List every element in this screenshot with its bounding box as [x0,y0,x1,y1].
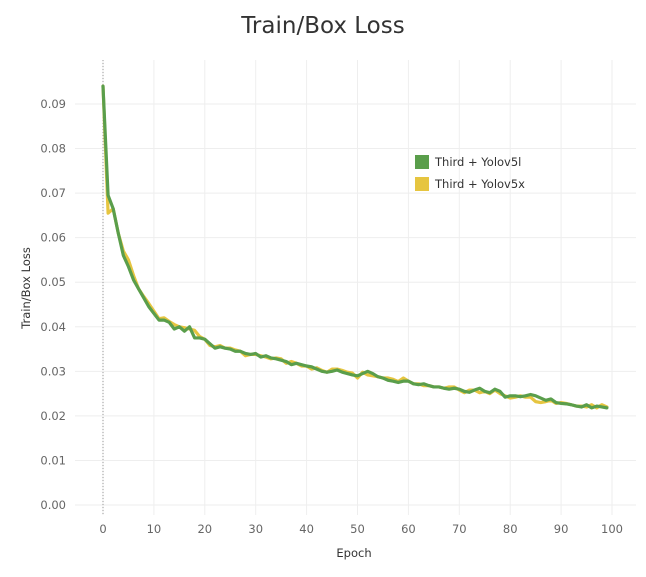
legend[interactable]: Third + Yolov5l Third + Yolov5x [415,155,525,191]
legend-swatch [415,177,429,191]
x-axis-ticks: 0 10 20 30 40 50 60 70 80 90 100 [99,522,623,536]
y-axis-ticks: 0.00 0.01 0.02 0.03 0.04 0.05 0.06 0.07 0.08 0.09 [40,97,66,512]
x-tick-label: 50 [350,522,365,536]
y-tick-label: 0.05 [40,275,66,289]
legend-swatch [415,155,429,169]
y-tick-label: 0.03 [40,364,66,378]
x-tick-label: 90 [554,522,569,536]
y-tick-label: 0.00 [40,498,66,512]
grid [75,60,636,515]
x-tick-label: 30 [248,522,263,536]
series-line-yolov5x [101,84,609,410]
chart-title: Train/Box Loss [240,13,404,39]
legend-item-label[interactable]: Third + Yolov5l [434,155,521,169]
series-lines [101,84,609,410]
y-tick-label: 0.06 [40,231,66,245]
y-tick-label: 0.07 [40,186,66,200]
y-tick-label: 0.09 [40,97,66,111]
y-tick-label: 0.01 [40,453,66,467]
y-axis-label: Train/Box Loss [19,247,33,330]
legend-item-label[interactable]: Third + Yolov5x [434,177,525,191]
x-tick-label: 60 [401,522,416,536]
y-tick-label: 0.08 [40,142,66,156]
y-tick-label: 0.04 [40,320,66,334]
x-tick-label: 20 [197,522,212,536]
x-tick-label: 70 [452,522,467,536]
x-tick-label: 80 [503,522,518,536]
x-tick-label: 40 [299,522,314,536]
x-tick-label: 100 [601,522,623,536]
x-tick-label: 10 [147,522,162,536]
x-axis-label: Epoch [336,546,371,560]
series-line-yolov5l [101,84,609,410]
y-tick-label: 0.02 [40,409,66,423]
x-tick-label: 0 [99,522,106,536]
